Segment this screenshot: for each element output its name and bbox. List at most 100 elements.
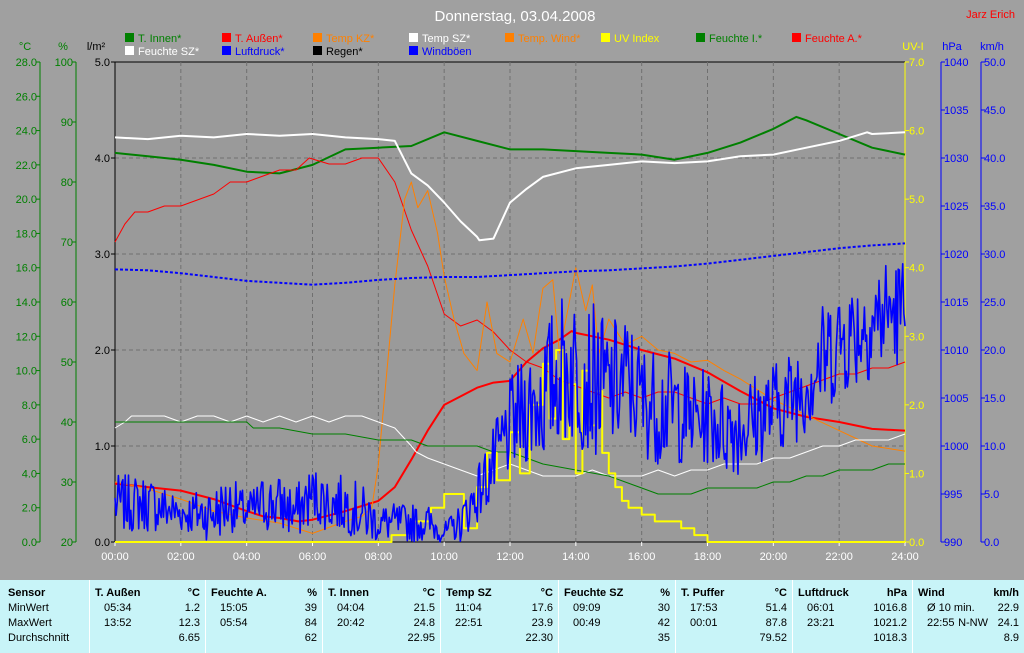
tick-label: 4.0 bbox=[95, 153, 110, 165]
tick-label: 100 bbox=[55, 57, 73, 69]
chart-title: Donnerstag, 03.04.2008 bbox=[435, 8, 596, 25]
x-tick-label: 02:00 bbox=[167, 551, 195, 563]
legend-label: UV Index bbox=[614, 33, 660, 45]
column-separator bbox=[792, 580, 793, 653]
tick-label: 60 bbox=[61, 297, 73, 309]
x-tick-label: 14:00 bbox=[562, 551, 590, 563]
tick-label: 5.0 bbox=[984, 489, 999, 501]
legend-swatch bbox=[696, 33, 705, 42]
legend-swatch bbox=[125, 33, 134, 42]
tick-label: 4.0 bbox=[22, 468, 37, 480]
tick-label: 1020 bbox=[944, 249, 968, 261]
tick-label: 40.0 bbox=[984, 153, 1005, 165]
x-tick-label: 08:00 bbox=[365, 551, 393, 563]
stats-label-min: MinWert bbox=[8, 602, 49, 614]
tick-label: 5.0 bbox=[909, 194, 924, 206]
tick-label: 20 bbox=[61, 537, 73, 549]
stats-max-value: 84 bbox=[304, 617, 317, 629]
stats-max-time: 22:55 bbox=[927, 617, 955, 629]
tick-label: 3.0 bbox=[909, 331, 924, 343]
legend-label: Windböen bbox=[422, 46, 472, 58]
stats-sensor-name: T. Puffer bbox=[681, 587, 725, 599]
tick-label: 2.0 bbox=[22, 503, 37, 515]
series-layer bbox=[114, 115, 906, 543]
legend-swatch bbox=[792, 33, 801, 42]
stats-label-max: MaxWert bbox=[8, 617, 52, 629]
stats-avg-value: 6.65 bbox=[178, 632, 200, 644]
axis-unit: hPa bbox=[942, 41, 962, 53]
stats-sensor-name: Temp SZ bbox=[446, 587, 492, 599]
stats-min-value: 51.4 bbox=[765, 602, 787, 614]
stats-column: Temp SZ °C 11:04 17.6 22:51 23.9 22.30 bbox=[441, 580, 558, 653]
tick-label: 50 bbox=[61, 357, 73, 369]
legend-swatch bbox=[409, 46, 418, 55]
stats-unit: °C bbox=[540, 587, 553, 599]
tick-label: 1030 bbox=[944, 153, 968, 165]
tick-label: 1015 bbox=[944, 297, 968, 309]
column-separator bbox=[205, 580, 206, 653]
x-tick-label: 10:00 bbox=[430, 551, 458, 563]
tick-label: 24.0 bbox=[16, 126, 37, 138]
axes: 0.0 2.0 4.0 6.0 8.0 10.0 12.0 14.0 16.0 18.0 20.0 2… bbox=[16, 57, 1006, 563]
stats-unit: % bbox=[307, 587, 317, 599]
stats-unit: km/h bbox=[993, 587, 1019, 599]
tick-label: 995 bbox=[944, 489, 962, 501]
legend-label: T. Außen* bbox=[235, 33, 283, 45]
tick-label: 1.0 bbox=[909, 468, 924, 480]
stats-sensor-name: Luftdruck bbox=[798, 587, 849, 599]
tick-label: 25.0 bbox=[984, 297, 1005, 309]
stats-min-time: 04:04 bbox=[337, 602, 365, 614]
series-line bbox=[115, 349, 905, 543]
tick-label: 1.0 bbox=[95, 441, 110, 453]
stats-max-value: 1021.2 bbox=[873, 617, 907, 629]
stats-column: Feuchte SZ% 09:09 30 00:49 42 35 bbox=[559, 580, 675, 653]
stats-min-value: 17.6 bbox=[531, 602, 553, 614]
x-tick-label: 04:00 bbox=[233, 551, 261, 563]
tick-label: 1035 bbox=[944, 105, 968, 117]
axis-unit: °C bbox=[19, 41, 31, 53]
series-line bbox=[114, 131, 906, 242]
stats-unit: °C bbox=[422, 587, 435, 599]
tick-label: 10.0 bbox=[16, 366, 37, 378]
tick-label: 0.0 bbox=[909, 537, 924, 549]
stats-min-value: 22.9 bbox=[997, 602, 1019, 614]
axis-units: °C% l/m² UV-I hPa km/h bbox=[19, 41, 1004, 53]
tick-label: 80 bbox=[61, 177, 73, 189]
column-separator bbox=[912, 580, 913, 653]
legend-label: Temp SZ* bbox=[422, 33, 471, 45]
stats-min-time: 15:05 bbox=[220, 602, 248, 614]
stats-column: T. Innen °C 04:04 21.5 20:42 24.8 22.95 bbox=[323, 580, 440, 653]
legend-label: Feuchte A.* bbox=[805, 33, 863, 45]
tick-label: 18.0 bbox=[16, 228, 37, 240]
tick-label: 26.0 bbox=[16, 91, 37, 103]
tick-label: 1005 bbox=[944, 393, 968, 405]
column-separator bbox=[322, 580, 323, 653]
tick-label: 20.0 bbox=[16, 194, 37, 206]
legend-swatch bbox=[125, 46, 134, 55]
stats-min-value: 21.5 bbox=[413, 602, 435, 614]
series-line bbox=[114, 181, 906, 534]
tick-label: 15.0 bbox=[984, 393, 1005, 405]
legend-swatch bbox=[601, 33, 610, 42]
tick-label: 40 bbox=[61, 417, 73, 429]
tick-label: 0.0 bbox=[95, 537, 110, 549]
stats-avg-value: 22.30 bbox=[525, 632, 553, 644]
stats-max-value: 24.8 bbox=[413, 617, 435, 629]
stats-column: Wind km/h Ø 10 min. 22.9 22:55 24.1 8.9 N-NW bbox=[913, 580, 1024, 653]
stats-unit: °C bbox=[187, 587, 200, 599]
stats-max-time: 13:52 bbox=[104, 617, 132, 629]
tick-label: 8.0 bbox=[22, 400, 37, 412]
tick-label: 1025 bbox=[944, 201, 968, 213]
tick-label: 70 bbox=[61, 237, 73, 249]
stats-avg-value: 79.52 bbox=[759, 632, 787, 644]
legend-swatch bbox=[505, 33, 514, 42]
tick-label: 6.0 bbox=[22, 434, 37, 446]
author-label: Jarz Erich bbox=[966, 9, 1015, 21]
stats-min-time: Ø 10 min. bbox=[927, 602, 975, 614]
stats-min-time: 09:09 bbox=[573, 602, 601, 614]
tick-label: 1040 bbox=[944, 57, 968, 69]
stats-max-time: 00:01 bbox=[690, 617, 718, 629]
stats-min-value: 1.2 bbox=[184, 602, 200, 614]
axis-unit: l/m² bbox=[87, 41, 106, 53]
stats-avg-value: 8.9 bbox=[1003, 632, 1019, 644]
